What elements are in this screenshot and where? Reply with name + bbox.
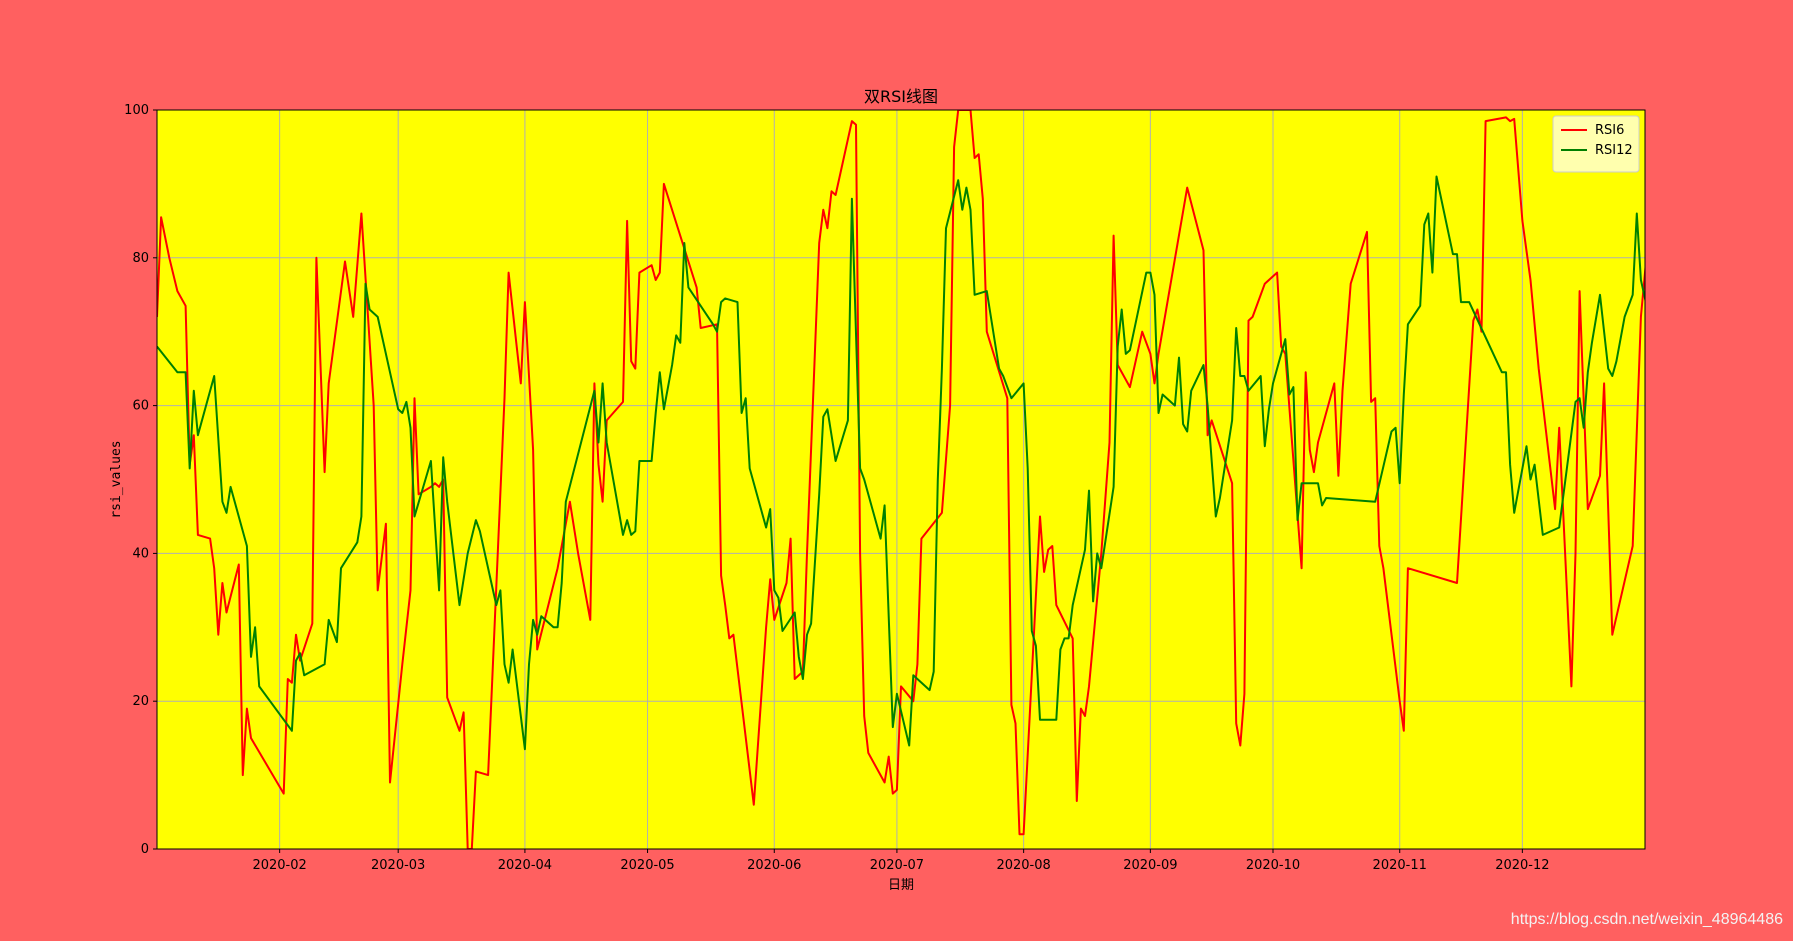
series-line-rsi12 [157,175,1645,751]
x-axis: 2020-02 2020-03 2020-04 2020-05 2020-06 2020-… [252,849,1550,873]
x-tick-label: 2020-11 [1373,858,1427,873]
x-tick-label: 2020-09 [1123,858,1177,873]
y-axis: 0 20 40 60 80 100 [124,103,157,857]
x-tick-label: 2020-12 [1495,858,1549,873]
y-tick-label: 20 [132,694,149,709]
y-tick-label: 0 [141,842,149,857]
x-tick-label: 2020-10 [1246,858,1300,873]
y-axis-label: rsi_values [109,440,124,518]
legend-label: RSI6 [1595,123,1624,138]
plot-area [157,110,1645,849]
y-tick-label: 80 [132,251,149,266]
x-tick-label: 2020-06 [747,858,801,873]
x-axis-label: 日期 [888,878,914,893]
legend: RSI6 RSI12 [1552,115,1640,173]
x-tick-label: 2020-02 [252,858,306,873]
x-tick-label: 2020-08 [996,858,1050,873]
x-tick-label: 2020-03 [371,858,425,873]
legend-label: RSI12 [1595,143,1633,158]
chart-title: 双RSI线图 [864,87,938,106]
y-tick-label: 100 [124,103,149,118]
y-tick-label: 60 [132,399,149,414]
series-line-rsi6 [157,110,1645,849]
x-tick-label: 2020-07 [870,858,924,873]
series-layer [157,110,1645,849]
y-tick-label: 40 [132,546,149,561]
x-tick-label: 2020-05 [620,858,674,873]
watermark: https://blog.csdn.net/weixin_48964486 [1510,911,1783,928]
x-tick-label: 2020-04 [498,858,552,873]
plot-frame [156,109,1646,850]
